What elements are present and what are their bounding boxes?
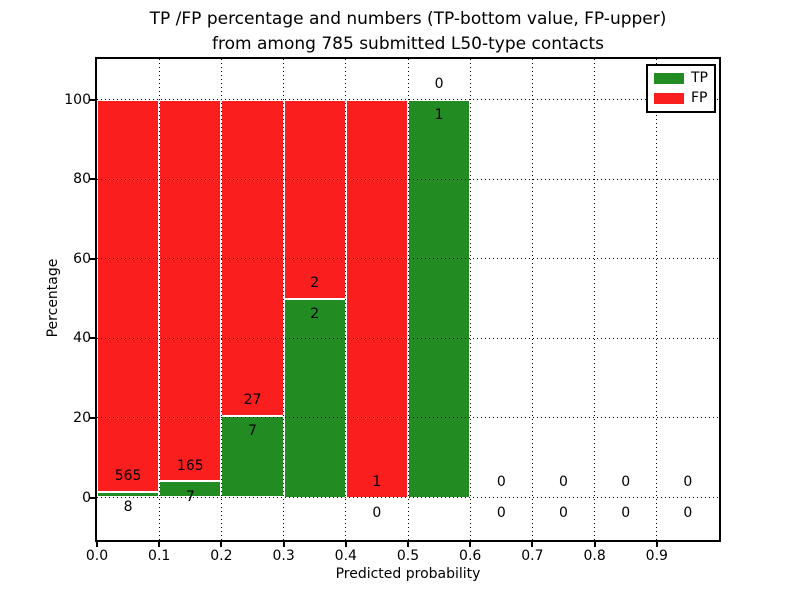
legend: TP FP	[646, 64, 716, 113]
legend-entry-fp: FP	[654, 91, 708, 106]
fp-count-label: 27	[243, 392, 262, 409]
x-tick-mark	[531, 542, 534, 547]
legend-entry-tp: TP	[654, 71, 708, 86]
x-tick-label: 0.9	[645, 548, 668, 564]
tp-count-label: 7	[185, 488, 195, 505]
v-gridline	[345, 59, 347, 540]
chart-title-line2: from among 785 submitted L50-type contac…	[212, 34, 604, 54]
x-tick-mark	[344, 542, 347, 547]
tp-count-label: 1	[434, 107, 444, 123]
v-gridline	[283, 59, 285, 540]
tp-count-label: 2	[310, 306, 320, 322]
y-tick-label: 60	[73, 250, 91, 267]
fp-count-label: 165	[176, 457, 204, 474]
x-tick-label: 0.0	[85, 548, 109, 564]
chart-title: TP /FP percentage and numbers (TP-bottom…	[150, 7, 667, 57]
fp-bar	[345, 99, 408, 498]
y-tick-mark	[90, 337, 95, 340]
tp-count-label: 7	[248, 423, 257, 440]
tp-bar	[159, 481, 222, 498]
y-tick-label: 20	[73, 409, 91, 426]
y-tick-label: 80	[73, 171, 91, 188]
fp-count-label: 0	[559, 474, 568, 490]
chart-title-line1: TP /FP percentage and numbers (TP-bottom…	[149, 9, 667, 29]
fp-count-label: 2	[310, 275, 320, 291]
fp-bar	[159, 99, 222, 482]
tp-count-label: 0	[683, 505, 693, 521]
x-axis-label: Predicted probability	[335, 566, 481, 582]
tp-count-label: 0	[621, 505, 631, 521]
fp-count-label: 0	[434, 76, 444, 92]
fp-bar	[97, 99, 160, 492]
x-tick-mark	[282, 542, 285, 547]
x-tick-label: 0.2	[210, 548, 233, 564]
x-tick-label: 0.1	[148, 548, 171, 564]
x-tick-label: 0.4	[334, 548, 357, 564]
y-tick-label: 100	[64, 91, 91, 108]
x-tick-label: 0.7	[521, 548, 544, 564]
v-gridline	[407, 59, 409, 540]
x-tick-mark	[407, 542, 409, 547]
v-gridline	[469, 59, 471, 540]
tp-legend-swatch-icon	[654, 73, 684, 84]
tp-count-label: 8	[123, 499, 133, 516]
tp-count-label: 0	[372, 505, 382, 521]
tp-count-label: 0	[559, 505, 568, 521]
x-tick-mark	[96, 542, 98, 547]
fp-bar	[283, 99, 346, 299]
y-tick-mark	[90, 257, 95, 260]
v-gridline	[531, 59, 533, 540]
x-tick-mark	[158, 542, 161, 547]
tp-bar	[283, 298, 346, 498]
v-gridline	[656, 59, 658, 540]
fp-count-label: 565	[114, 468, 142, 485]
y-tick-mark	[90, 178, 95, 181]
y-tick-mark	[90, 496, 95, 499]
y-tick-label: 40	[73, 330, 91, 347]
legend-label-tp: TP	[691, 70, 708, 86]
fp-bar	[221, 99, 284, 416]
v-gridline	[158, 59, 160, 540]
x-tick-mark	[593, 542, 596, 547]
x-tick-mark	[220, 542, 223, 547]
fp-count-label: 0	[496, 474, 506, 490]
y-tick-mark	[90, 98, 95, 101]
fp-count-label: 1	[372, 474, 382, 490]
tp-bar	[408, 99, 471, 498]
legend-label-fp: FP	[691, 90, 708, 106]
v-gridline	[594, 59, 596, 540]
tp-bar	[221, 415, 284, 498]
x-tick-label: 0.5	[396, 548, 420, 564]
tp-count-label: 0	[496, 505, 506, 521]
y-tick-mark	[90, 416, 95, 419]
x-tick-label: 0.6	[459, 548, 482, 564]
v-gridline	[220, 59, 222, 540]
x-tick-mark	[655, 542, 658, 547]
x-tick-label: 0.3	[272, 548, 295, 564]
x-tick-label: 0.8	[583, 548, 606, 564]
fp-count-label: 0	[683, 474, 693, 490]
y-tick-label: 0	[82, 489, 91, 506]
fp-legend-swatch-icon	[654, 93, 684, 104]
x-tick-mark	[469, 542, 472, 547]
fp-count-label: 0	[621, 474, 631, 490]
